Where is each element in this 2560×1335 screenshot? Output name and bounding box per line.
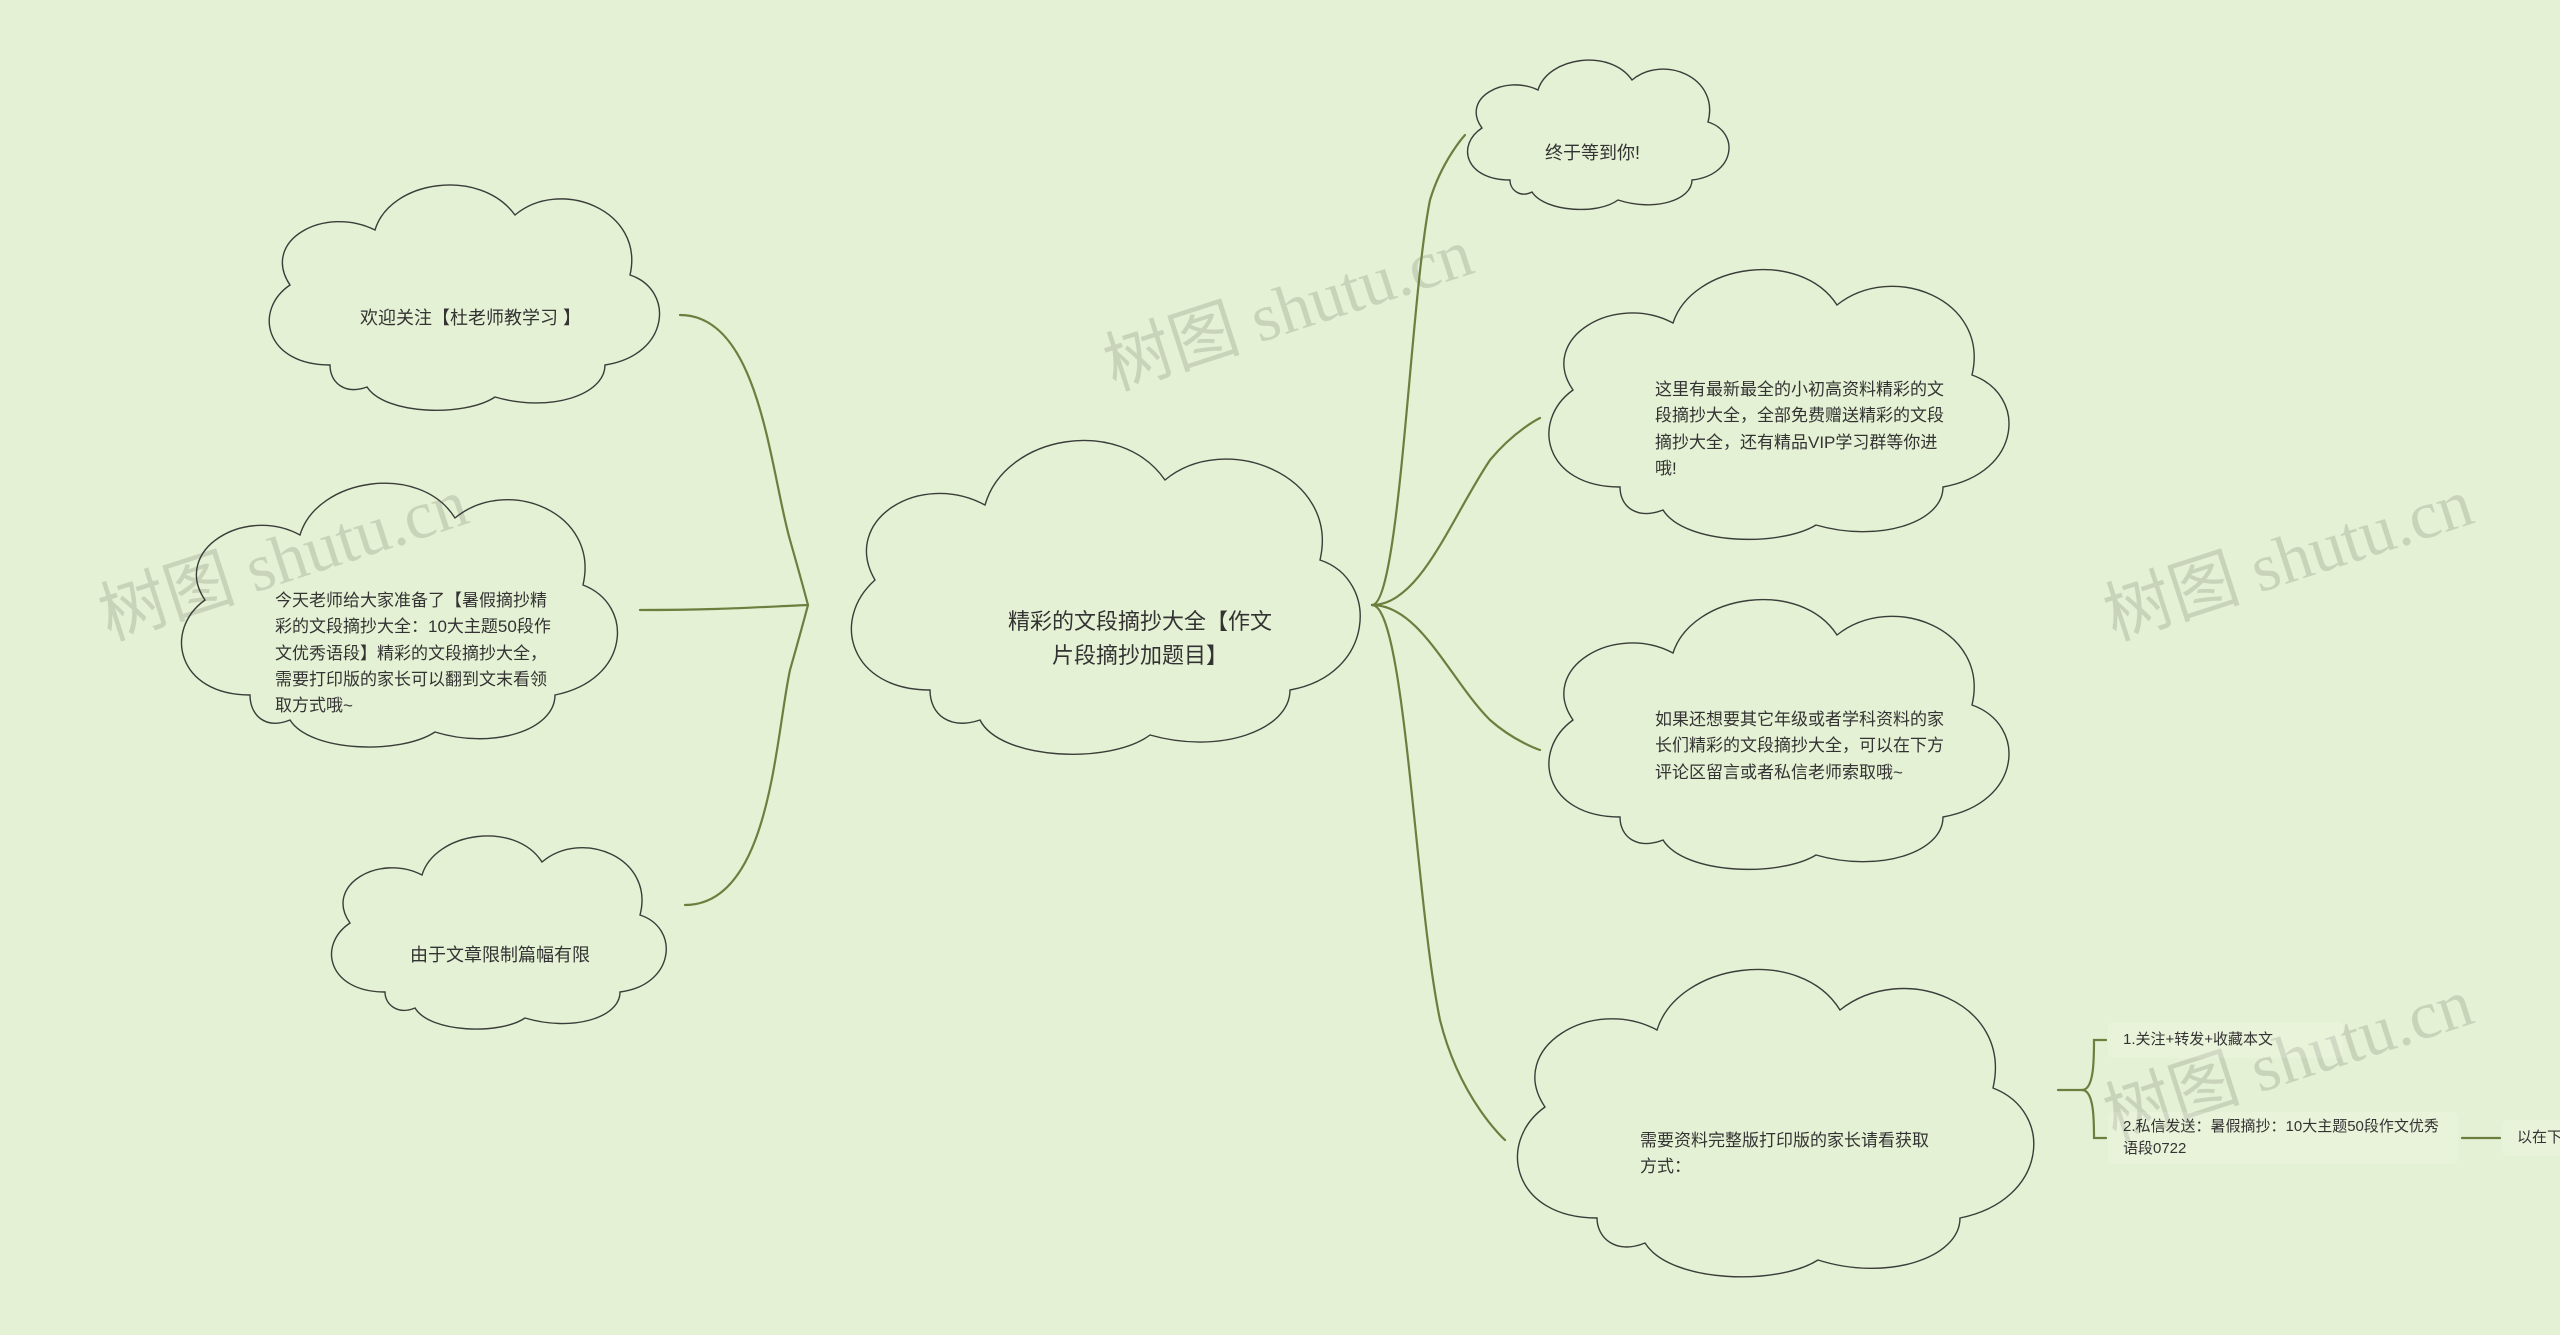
watermark: 树图 shutu.cn <box>2089 447 2482 659</box>
cloud-shape <box>1485 930 2055 1295</box>
leaf-node-2: 2.私信发送：暑假摘抄：10大主题50段作文优秀语段0722 <box>2108 1112 2458 1164</box>
leaf-node-2-label: 2.私信发送：暑假摘抄：10大主题50段作文优秀语段0722 <box>2123 1116 2447 1161</box>
cloud-shape <box>1450 40 1740 218</box>
left-node-2: 今天老师给大家准备了【暑假摘抄精彩的文段摘抄大全：10大主题50段作文优秀语段】… <box>155 450 635 760</box>
right-node-3-label: 如果还想要其它年级或者学科资料的家长们精彩的文段摘抄大全，可以在下方评论区留言或… <box>1655 707 1945 786</box>
watermark: 树图 shutu.cn <box>1089 197 1482 409</box>
left-node-2-label: 今天老师给大家准备了【暑假摘抄精彩的文段摘抄大全：10大主题50段作文优秀语段】… <box>275 588 563 720</box>
right-node-1-label: 终于等到你! <box>1545 140 1695 168</box>
left-node-3: 由于文章限制篇幅有限 <box>310 810 680 1040</box>
leaf-node-3-label: 以在下方评论区留言或者私信老师 <box>2517 1127 2560 1150</box>
center-label: 精彩的文段摘抄大全【作文片段摘抄加题目】 <box>1000 605 1280 673</box>
left-node-1-label: 欢迎关注【杜老师教学习 】 <box>360 305 620 333</box>
leaf-node-1-label: 1.关注+转发+收藏本文 <box>2123 1029 2273 1052</box>
leaf-node-1: 1.关注+转发+收藏本文 <box>2108 1022 2343 1058</box>
leaf-node-3: 以在下方评论区留言或者私信老师 <box>2502 1120 2560 1156</box>
right-node-2-label: 这里有最新最全的小初高资料精彩的文段摘抄大全，全部免费赠送精彩的文段摘抄大全，还… <box>1655 377 1945 482</box>
left-node-1: 欢迎关注【杜老师教学习 】 <box>245 155 675 420</box>
right-node-4-label: 需要资料完整版打印版的家长请看获取方式： <box>1640 1128 1940 1181</box>
cloud-shape <box>820 400 1380 770</box>
diagram-canvas: 树图 shutu.cn 树图 shutu.cn 树图 shutu.cn 树图 s… <box>0 0 2560 1335</box>
cloud-shape <box>245 155 675 420</box>
right-node-4: 需要资料完整版打印版的家长请看获取方式： <box>1485 930 2055 1295</box>
left-node-3-label: 由于文章限制篇幅有限 <box>410 942 630 970</box>
cloud-shape <box>310 810 680 1040</box>
center-node: 精彩的文段摘抄大全【作文片段摘抄加题目】 <box>820 400 1380 770</box>
right-node-1: 终于等到你! <box>1450 40 1740 218</box>
right-node-3: 如果还想要其它年级或者学科资料的家长们精彩的文段摘抄大全，可以在下方评论区留言或… <box>1520 565 2028 885</box>
right-node-2: 这里有最新最全的小初高资料精彩的文段摘抄大全，全部免费赠送精彩的文段摘抄大全，还… <box>1520 235 2028 555</box>
